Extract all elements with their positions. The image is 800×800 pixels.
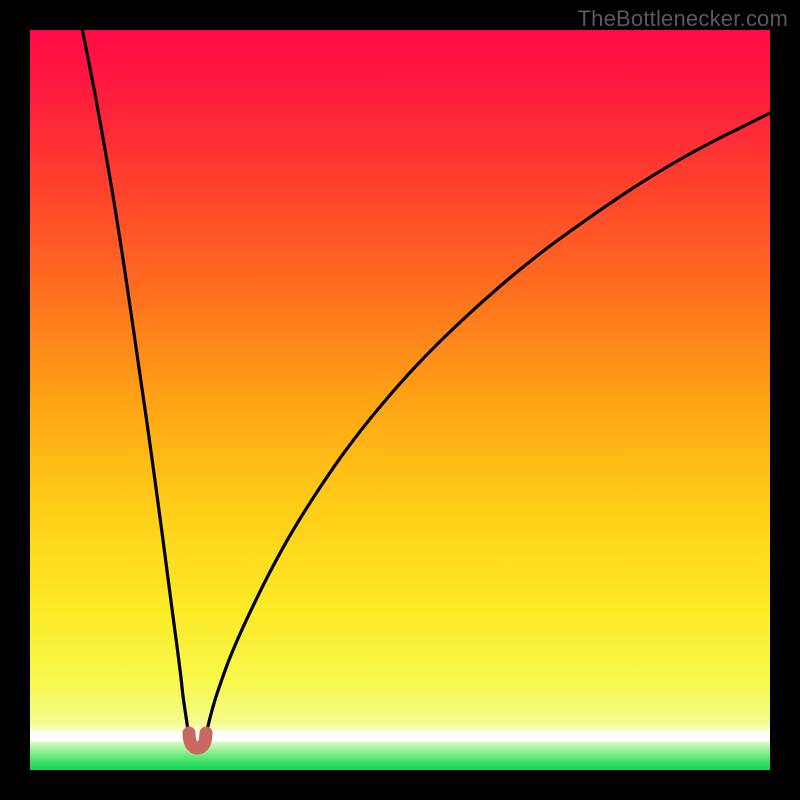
plot-area xyxy=(30,30,770,770)
watermark-text: TheBottlenecker.com xyxy=(578,6,788,32)
chart-container: TheBottlenecker.com xyxy=(0,0,800,800)
cusp-marker xyxy=(189,733,206,748)
right-curve xyxy=(206,112,772,734)
left-curve xyxy=(82,28,189,734)
curve-layer xyxy=(30,30,770,770)
